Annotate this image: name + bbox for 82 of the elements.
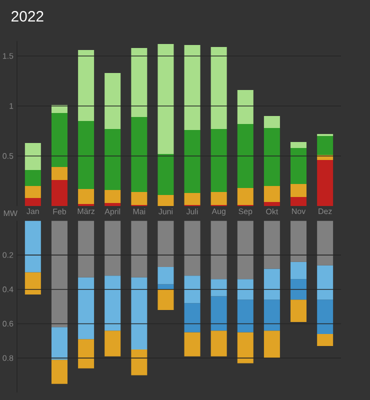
bar [158,154,174,195]
bar [24,272,41,295]
bar [184,44,200,130]
bar [264,330,280,358]
bar [237,90,254,124]
bar [131,349,148,376]
bar [290,142,307,148]
bar [290,279,307,300]
bar [317,220,334,266]
bar [104,220,121,276]
bar [104,330,121,356]
bar [264,128,280,186]
bar [158,44,174,154]
bar [264,220,280,269]
bar [184,220,200,276]
bar [24,198,41,206]
bar [24,220,41,272]
bar [131,116,148,192]
bar [24,170,41,186]
chart-title: 2022 [12,11,44,22]
bar [290,184,307,197]
bar [184,130,200,193]
bar [237,279,254,300]
bar [51,327,68,360]
bar [264,116,280,128]
bar [290,300,307,322]
bar [290,220,307,262]
bar [51,166,68,180]
bar [317,136,334,155]
bar [210,192,227,205]
bar [264,300,280,331]
bar [210,220,227,280]
bar [51,112,68,167]
bar [237,332,254,364]
bar [158,194,174,206]
bar [264,186,280,202]
bar [264,268,280,300]
bar [317,334,334,346]
bar [158,267,174,284]
bar [104,202,121,206]
bar [237,188,254,205]
bar [78,50,94,121]
bar [51,220,68,328]
bar [210,330,227,356]
bar [290,262,307,280]
bar [210,46,227,129]
bar [78,339,94,368]
bar [51,360,68,384]
bar [104,276,121,331]
bar [210,296,227,331]
bar [78,220,94,278]
bar [184,303,200,332]
bar [317,265,334,300]
bar [104,128,121,190]
bar [78,277,94,340]
bar [24,186,41,198]
bar [158,220,174,268]
bar [78,188,94,204]
bar [264,202,280,206]
bar [131,220,148,278]
bar [184,332,200,356]
bar [131,277,148,350]
bar [237,300,254,332]
bar [24,142,41,170]
bar [317,160,334,206]
bar [104,190,121,203]
bar [290,196,307,206]
bar [237,220,254,280]
bar [51,180,68,206]
bar [210,279,227,296]
bar [131,192,148,205]
bar [290,148,307,184]
bar [158,284,174,290]
bar [158,289,174,310]
bar [210,128,227,192]
bar [237,124,254,188]
bar [184,276,200,304]
bar [131,48,148,117]
bar [317,300,334,334]
bar [104,72,121,129]
bar [184,192,200,205]
bar [78,120,94,189]
